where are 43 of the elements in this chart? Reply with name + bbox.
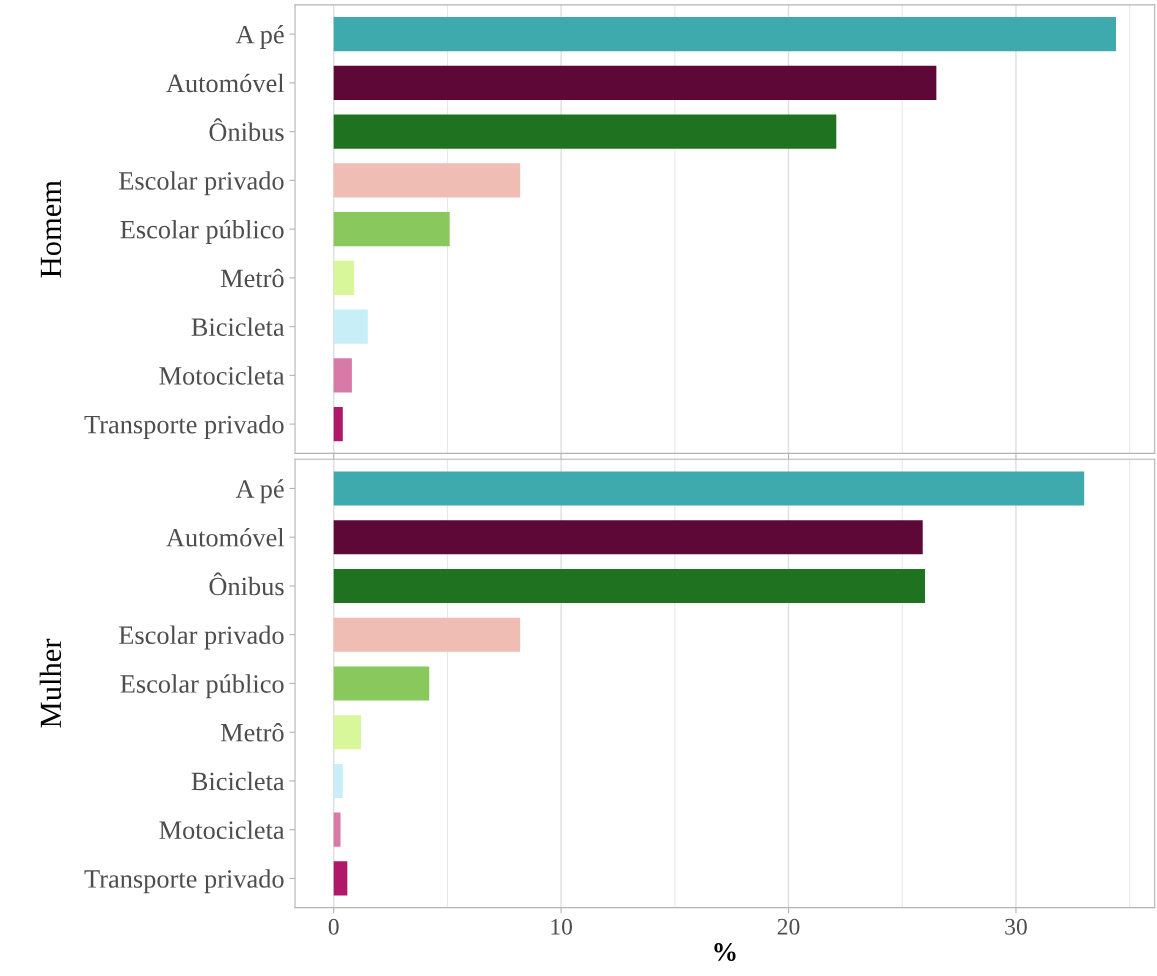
y-tick-label: Automóvel bbox=[166, 528, 285, 547]
y-axis-title: Mulher bbox=[39, 638, 62, 728]
y-tick-label: Bicicleta bbox=[191, 317, 285, 337]
y-tick-label: Ônibus bbox=[209, 572, 284, 596]
bar bbox=[333, 309, 368, 344]
y-tick-label: Motocicleta bbox=[159, 820, 285, 840]
bar bbox=[333, 568, 925, 604]
bar bbox=[333, 407, 343, 442]
x-tick-label: 0 bbox=[328, 918, 339, 935]
bar bbox=[333, 861, 348, 896]
bar bbox=[333, 715, 361, 750]
y-tick-label: Bicicleta bbox=[191, 771, 285, 791]
bar bbox=[333, 812, 341, 847]
y-tick-label: Metrô bbox=[220, 268, 284, 288]
y-tick-label: Ônibus bbox=[209, 118, 284, 142]
y-tick-label: Transporte privado bbox=[84, 414, 284, 439]
bar bbox=[333, 520, 923, 555]
y-tick-label: A pé bbox=[235, 479, 284, 504]
x-tick-label: 10 bbox=[551, 918, 573, 935]
y-axis-title: Homem bbox=[40, 180, 62, 278]
y-tick-label: Escolar privado bbox=[119, 171, 284, 196]
x-tick-label: 20 bbox=[777, 918, 800, 935]
y-tick-label: Automóvel bbox=[166, 73, 285, 93]
bar bbox=[333, 471, 1085, 506]
bar bbox=[333, 260, 355, 295]
y-tick-label: Metrô bbox=[220, 722, 284, 742]
bar bbox=[333, 666, 430, 701]
x-tick-label: 30 bbox=[1005, 918, 1027, 935]
bar bbox=[333, 65, 937, 100]
bar bbox=[333, 17, 1117, 52]
y-tick-label: Transporte privado bbox=[84, 869, 284, 894]
bar bbox=[333, 358, 352, 393]
x-axis-title: % bbox=[714, 943, 736, 961]
bar bbox=[333, 763, 343, 798]
y-tick-label: Escolar privado bbox=[119, 625, 284, 650]
bar bbox=[333, 212, 450, 247]
y-tick-label: Motocicleta bbox=[159, 366, 285, 385]
bar bbox=[333, 163, 521, 198]
y-tick-label: Escolar público bbox=[120, 674, 284, 699]
bar bbox=[333, 617, 521, 652]
y-tick-label: Escolar público bbox=[120, 219, 284, 244]
bar bbox=[333, 114, 837, 149]
y-tick-label: A pé bbox=[235, 24, 284, 49]
